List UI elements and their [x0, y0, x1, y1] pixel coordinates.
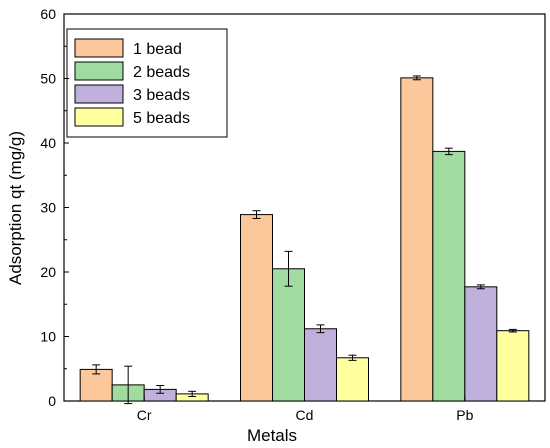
legend-label: 1 bead — [133, 41, 182, 58]
x-tick-label: Cr — [137, 407, 152, 423]
legend-swatch — [74, 84, 124, 104]
error-bars-layer — [92, 75, 517, 405]
bar — [336, 357, 369, 402]
bar — [496, 330, 530, 402]
x-tick-label: Pb — [456, 407, 473, 423]
x-tick-label: Cd — [296, 407, 314, 423]
legend-frame — [66, 28, 228, 138]
legend-label: 5 beads — [133, 110, 190, 127]
legend-swatch — [74, 38, 124, 58]
bar — [272, 268, 305, 402]
y-axis: 0 10 20 30 40 50 60 — [40, 6, 69, 409]
bar — [304, 328, 337, 402]
y-tick-label: 40 — [40, 135, 56, 151]
legend-label: 2 beads — [133, 64, 190, 81]
y-tick-label: 60 — [40, 6, 56, 22]
y-tick-label: 0 — [48, 393, 56, 409]
y-tick-label: 10 — [40, 329, 56, 345]
y-tick-label: 50 — [40, 71, 56, 87]
legend: 1 bead 2 beads 3 beads 5 beads — [66, 28, 228, 138]
bar — [432, 150, 466, 402]
y-tick-label: 30 — [40, 200, 56, 216]
y-tick-label: 20 — [40, 264, 56, 280]
y-axis-title: Adsorption qt (mg/g) — [6, 131, 25, 285]
x-axis: Cr Cd Pb — [137, 396, 474, 423]
legend-swatch — [74, 107, 124, 127]
x-axis-title: Metals — [247, 426, 297, 445]
bars-layer — [79, 77, 530, 402]
bar — [400, 77, 434, 402]
bar — [240, 214, 273, 402]
legend-swatch — [74, 61, 124, 81]
legend-label: 3 beads — [133, 87, 190, 104]
bar — [464, 286, 498, 402]
